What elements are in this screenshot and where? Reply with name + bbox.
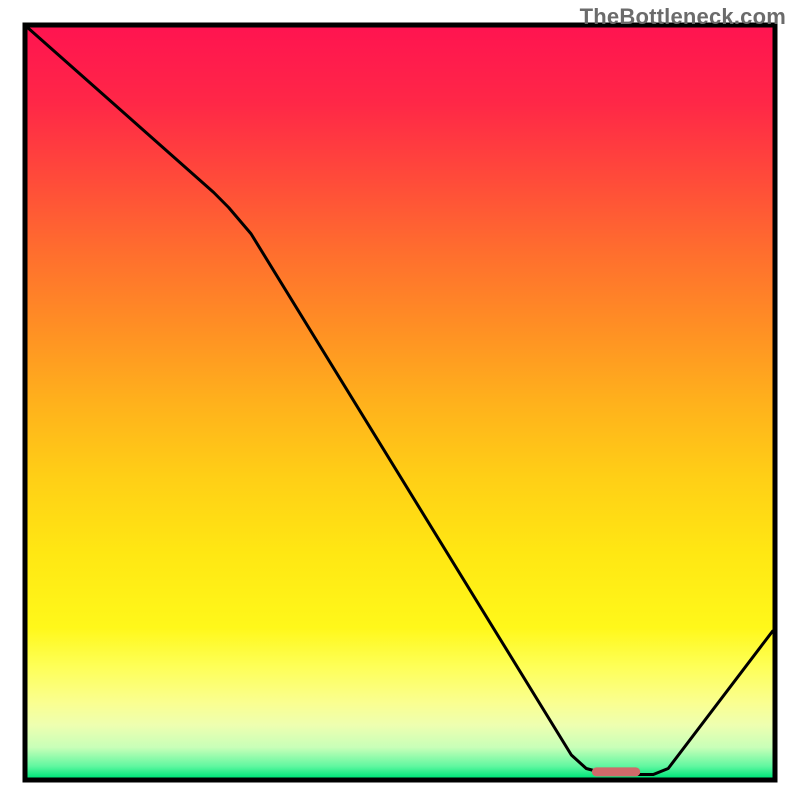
plot-background <box>28 28 773 778</box>
chart-svg <box>0 0 800 800</box>
stage: TheBottleneck.com <box>0 0 800 800</box>
watermark-text: TheBottleneck.com <box>580 4 786 30</box>
optimum-marker <box>592 767 640 776</box>
